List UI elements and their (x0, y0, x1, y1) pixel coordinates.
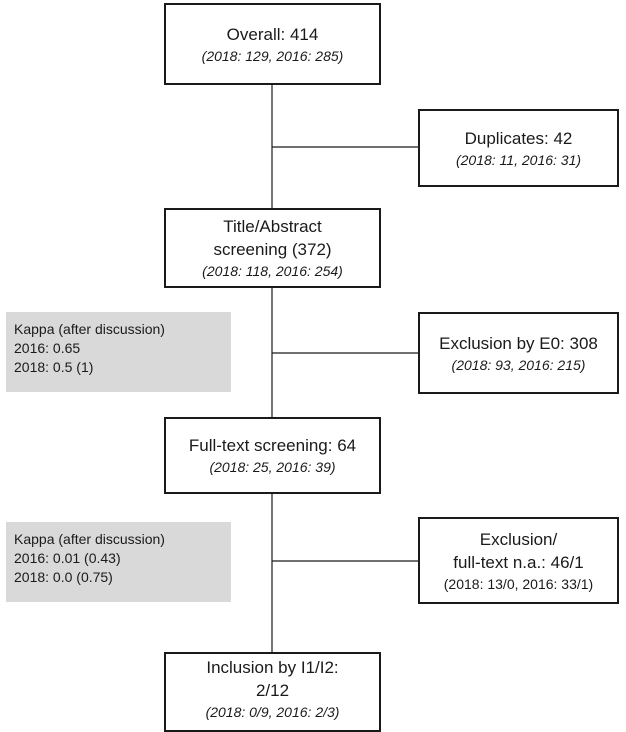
kappa-note-2-title: Kappa (after discussion) (14, 531, 165, 547)
overall-box: Overall: 414 (2018: 129, 2016: 285) (164, 3, 381, 85)
full-text-box: Full-text screening: 64 (2018: 25, 2016:… (164, 417, 381, 494)
inclusion-label: Inclusion by I1/I2: (206, 658, 339, 677)
title-abstract-count: screening (372) (213, 240, 332, 259)
kappa-note-1-title: Kappa (after discussion) (14, 321, 165, 337)
exclusion-e0-count: Exclusion by E0: 308 (439, 333, 598, 353)
exclusion-fulltext-box: Exclusion/ full-text n.a.: 46/1 (2018: 1… (418, 517, 619, 604)
inclusion-count: 2/12 (255, 681, 290, 700)
kappa-note-2-2018: 2018: 0.0 (0.75) (14, 569, 113, 585)
title-abstract-box: Title/Abstract screening (372) (2018: 11… (164, 208, 381, 288)
exclusion-e0-breakdown: (2018: 93, 2016: 215) (451, 356, 586, 373)
exclusion-e0-box: Exclusion by E0: 308 (2018: 93, 2016: 21… (418, 312, 619, 394)
kappa-note-2: Kappa (after discussion) 2016: 0.01 (0.4… (6, 522, 231, 602)
exclusion-fulltext-label: Exclusion/ (479, 529, 558, 549)
kappa-note-1-2016: 2016: 0.65 (14, 340, 81, 356)
title-abstract-label: Title/Abstract (223, 217, 322, 236)
duplicates-count: Duplicates: 42 (464, 128, 573, 148)
duplicates-box: Duplicates: 42 (2018: 11, 2016: 31) (418, 109, 619, 187)
title-abstract-breakdown: (2018: 118, 2016: 254) (202, 263, 343, 279)
full-text-count: Full-text screening: 64 (188, 436, 357, 455)
kappa-note-1: Kappa (after discussion) 2016: 0.65 2018… (6, 312, 231, 392)
overall-count: Overall: 414 (226, 24, 319, 44)
overall-breakdown: (2018: 129, 2016: 285) (201, 47, 344, 64)
kappa-note-2-2016: 2016: 0.01 (0.43) (14, 550, 121, 566)
duplicates-breakdown: (2018: 11, 2016: 31) (455, 151, 582, 168)
exclusion-fulltext-count: full-text n.a.: 46/1 (453, 552, 584, 572)
connector-lines (271, 85, 418, 652)
inclusion-breakdown: (2018: 0/9, 2016: 2/3) (205, 704, 340, 720)
exclusion-fulltext-breakdown: (2018: 13/0, 2016: 33/1) (443, 575, 594, 592)
inclusion-box: Inclusion by I1/I2: 2/12 (2018: 0/9, 201… (164, 652, 381, 732)
kappa-note-1-2018: 2018: 0.5 (1) (14, 359, 94, 375)
full-text-breakdown: (2018: 25, 2016: 39) (209, 459, 336, 475)
